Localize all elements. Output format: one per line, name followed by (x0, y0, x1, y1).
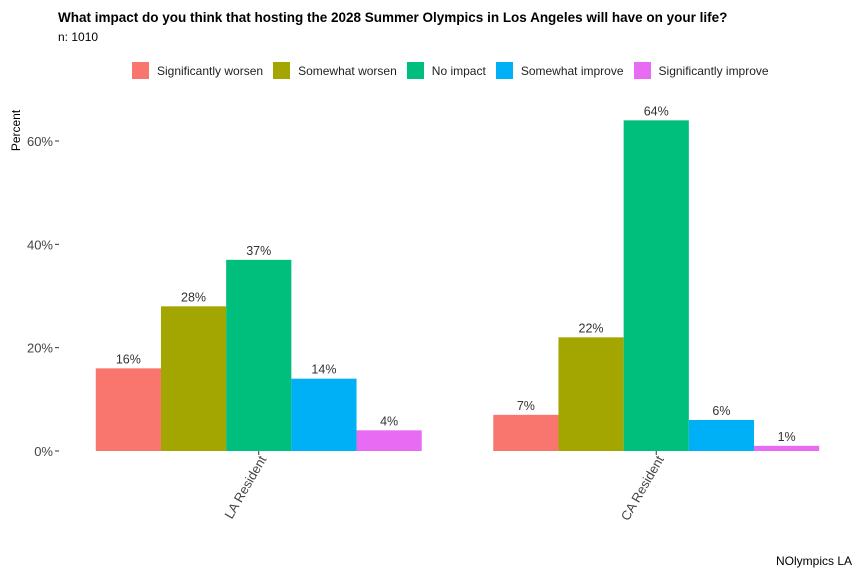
bar-value-label: 37% (246, 244, 271, 258)
bar (356, 430, 422, 451)
chart-title: What impact do you think that hosting th… (58, 10, 728, 25)
bar-value-label: 4% (380, 414, 398, 428)
legend-label: Significantly improve (658, 63, 769, 78)
chart-subtitle: n: 1010 (58, 30, 99, 44)
bar (226, 259, 292, 451)
bar-value-label: 28% (181, 290, 206, 304)
legend-key (273, 62, 291, 79)
y-tick-label: 40% (27, 237, 53, 252)
bar (623, 120, 689, 451)
bar (95, 368, 161, 451)
bar (160, 306, 227, 451)
legend-item: Somewhat improve (495, 62, 624, 79)
legend-key (406, 62, 424, 79)
legend-item: Somewhat worsen (273, 62, 397, 79)
legend: Significantly worsen Somewhat worsen No im… (132, 62, 779, 79)
legend-label: No impact (431, 63, 486, 78)
caption: NOlympics LA (775, 554, 852, 568)
bar (291, 378, 357, 451)
bar-value-label: 6% (712, 404, 730, 418)
legend-label: Significantly worsen (157, 63, 264, 78)
bar-value-label: 7% (517, 399, 535, 413)
bar-value-label: 1% (778, 430, 796, 444)
legend-item: Significantly worsen (132, 62, 263, 79)
legend-item: No impact (406, 62, 486, 79)
legend-label: Somewhat worsen (298, 63, 397, 78)
legend-key (132, 62, 149, 79)
y-axis-title: Percent (9, 109, 23, 151)
bar (754, 445, 820, 451)
bar-value-label: 14% (311, 363, 336, 377)
x-tick-label: LA Resident (221, 453, 269, 522)
legend-key (633, 62, 651, 79)
legend-item: Significantly improve (633, 62, 769, 79)
bar (493, 414, 559, 451)
y-tick-label: 0% (34, 444, 53, 459)
bar-value-label: 16% (116, 352, 141, 366)
y-tick-label: 60% (27, 134, 53, 149)
bar-value-label: 22% (579, 321, 604, 335)
bar-value-label: 64% (644, 104, 669, 118)
y-tick-label: 20% (27, 341, 53, 356)
bar (558, 337, 624, 451)
x-tick-label: CA Resident (618, 453, 667, 523)
bar (688, 420, 755, 451)
legend-key (495, 62, 513, 79)
legend-label: Somewhat improve (520, 63, 624, 78)
